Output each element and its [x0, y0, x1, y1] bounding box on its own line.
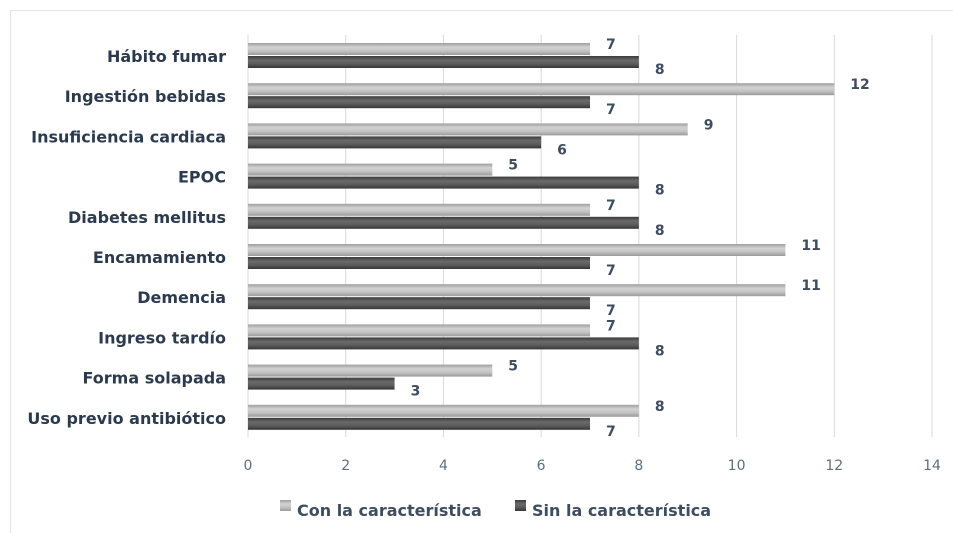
data-label: 5	[508, 158, 518, 174]
legend-label: Sin la característica	[532, 501, 711, 520]
category-label: Encamamiento	[93, 248, 226, 267]
bar-con-caracteristica	[248, 203, 590, 216]
category-label: Ingestión bebidas	[65, 87, 226, 106]
data-label: 7	[606, 318, 616, 334]
bar-con-caracteristica	[248, 244, 786, 256]
bar-sin-caracteristica	[248, 337, 639, 350]
data-label: 6	[557, 142, 567, 158]
bar-sin-caracteristica	[248, 417, 590, 430]
data-label: 8	[655, 223, 665, 239]
legend-swatch	[280, 500, 291, 511]
category-label: Ingreso tardío	[98, 328, 226, 347]
data-label: 12	[850, 77, 869, 93]
x-tick-label: 10	[728, 458, 746, 474]
x-tick-label: 4	[439, 458, 448, 474]
x-tick-label: 12	[825, 458, 843, 474]
gridlines	[247, 35, 933, 437]
bar-sin-caracteristica	[248, 297, 590, 310]
data-label: 7	[606, 37, 616, 53]
category-label: Uso previo antibiótico	[27, 409, 226, 428]
data-label: 9	[704, 117, 714, 133]
data-label: 5	[508, 359, 518, 375]
data-label: 8	[655, 343, 665, 359]
data-label: 7	[606, 102, 616, 118]
legend-swatch	[515, 500, 526, 511]
bar-con-caracteristica	[248, 163, 493, 176]
data-label: 8	[655, 183, 665, 199]
bar-con-caracteristica	[248, 364, 493, 377]
category-label: Diabetes mellitus	[68, 208, 226, 227]
data-label: 11	[801, 278, 820, 294]
legend: Con la característica Sin la característi…	[280, 500, 711, 520]
bar-con-caracteristica	[248, 404, 639, 417]
bar-con-caracteristica	[248, 83, 835, 96]
category-label: Forma solapada	[83, 369, 227, 388]
category-label: Insuficiencia cardiaca	[31, 127, 226, 146]
bars	[248, 43, 835, 430]
x-tick-label: 14	[923, 458, 941, 474]
bar-sin-caracteristica	[248, 56, 639, 68]
data-label: 7	[606, 424, 616, 440]
bar-sin-caracteristica	[248, 257, 590, 269]
data-label: 8	[655, 62, 665, 78]
bar-con-caracteristica	[248, 123, 688, 136]
x-tick-label: 6	[537, 458, 546, 474]
bar-sin-caracteristica	[248, 96, 590, 109]
data-label: 3	[411, 384, 421, 400]
legend-label: Con la característica	[297, 501, 482, 520]
data-label: 7	[606, 263, 616, 279]
x-tick-label: 8	[634, 458, 643, 474]
bar-con-caracteristica	[248, 324, 590, 337]
bar-sin-caracteristica	[248, 216, 639, 229]
data-label: 11	[801, 238, 820, 254]
category-label: EPOC	[178, 168, 226, 187]
bar-sin-caracteristica	[248, 377, 395, 390]
data-label: 8	[655, 399, 665, 415]
x-tick-label: 0	[244, 458, 253, 474]
data-label: 7	[606, 303, 616, 319]
category-label: Demencia	[137, 288, 226, 307]
data-label: 7	[606, 198, 616, 214]
bar-con-caracteristica	[248, 43, 590, 55]
bar-sin-caracteristica	[248, 176, 639, 189]
bar-sin-caracteristica	[248, 136, 542, 149]
x-tick-label: 2	[341, 458, 350, 474]
bar-con-caracteristica	[248, 284, 786, 297]
chart-frame	[10, 10, 953, 533]
category-label: Hábito fumar	[107, 47, 226, 66]
labels: 0 2 4 6 8 10 12 14 Hábito fumar 7 8 Ingestión bebid…	[27, 37, 941, 474]
